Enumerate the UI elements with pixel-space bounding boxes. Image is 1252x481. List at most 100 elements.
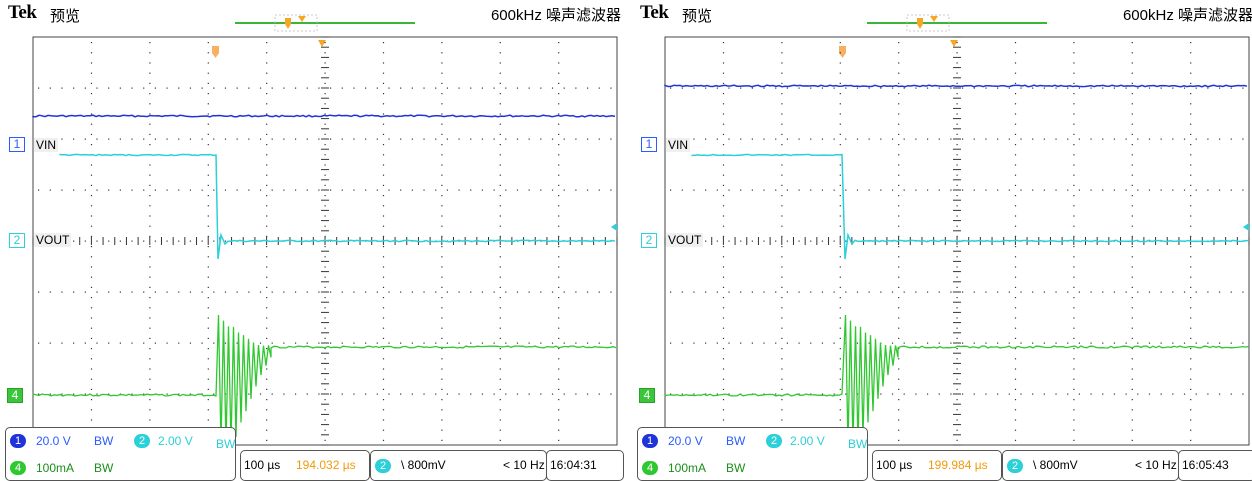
grid-dot	[382, 235, 385, 237]
grid-dot	[1190, 307, 1192, 309]
ch1-name-label: VIN	[666, 138, 691, 152]
grid-dot	[763, 138, 765, 140]
grid-dot	[1131, 256, 1133, 258]
grid-dot	[786, 342, 788, 344]
grid-dot	[271, 342, 273, 344]
grid-dot	[330, 138, 332, 140]
grid-dot	[956, 429, 958, 431]
ch4-scale: 100mA	[36, 461, 75, 475]
grid-dot	[1014, 358, 1017, 360]
grid-dot	[781, 297, 783, 299]
grid-dot	[481, 138, 484, 140]
grid-dot	[705, 138, 707, 140]
grid-dot	[1131, 52, 1133, 54]
grid-dot	[1148, 291, 1151, 293]
grid-dot	[224, 87, 227, 89]
grid-dot	[90, 378, 93, 380]
grid-dot	[49, 342, 51, 344]
grid-dot	[938, 291, 940, 293]
grid-dot	[1073, 337, 1075, 339]
grid-dot	[1131, 276, 1133, 278]
grid-dot	[781, 82, 783, 84]
grid-dot	[154, 189, 156, 191]
grid-dot	[821, 189, 824, 191]
grid-dot	[898, 358, 900, 360]
grid-dot	[722, 72, 725, 74]
vertical-settings-box[interactable]: 1 20.0 V BW 2 2.00 V BW 4 100mA BW	[5, 427, 236, 481]
grid-dot	[499, 164, 501, 166]
grid-dot	[722, 133, 725, 135]
ch1-bw-indicator: BW	[726, 434, 746, 448]
grid-dot	[1190, 276, 1192, 278]
grid-dot	[1014, 103, 1017, 105]
grid-dot	[1014, 286, 1017, 288]
grid-dot	[324, 399, 326, 401]
grid-dot	[950, 393, 952, 395]
grid-dot	[751, 87, 753, 89]
grid-dot	[926, 138, 929, 140]
grid-dot	[1055, 189, 1057, 191]
grid-dot	[722, 286, 725, 288]
grid-dot	[435, 342, 437, 344]
ch2-ground-marker[interactable]: 2	[9, 233, 25, 248]
grid-dot	[722, 399, 725, 401]
grid-dot	[915, 291, 917, 293]
grid-dot	[382, 62, 385, 64]
grid-dot	[143, 291, 145, 293]
grid-dot	[558, 348, 560, 350]
grid-dot	[558, 368, 560, 370]
grid-dot	[1190, 113, 1192, 115]
grid-dot	[528, 138, 530, 140]
grid-dot	[728, 240, 730, 242]
vertical-settings-box[interactable]: 1 20.0 V BW 2 2.00 V BW 4 100mA BW	[637, 427, 868, 481]
grid-dot	[868, 87, 870, 89]
grid-dot	[207, 174, 209, 176]
grid-dot	[1190, 246, 1192, 248]
grid-dot	[388, 138, 390, 140]
grid-dot	[956, 307, 958, 309]
grid-dot	[956, 184, 958, 186]
grid-dot	[96, 189, 98, 191]
grid-dot	[1102, 342, 1104, 344]
grid-dot	[271, 393, 273, 395]
grid-dot	[558, 195, 560, 197]
grid-dot	[266, 174, 268, 176]
ch1-ground-marker[interactable]: 1	[641, 137, 657, 152]
grid-dot	[775, 291, 777, 293]
grid-dot	[880, 189, 882, 191]
waveform-display	[664, 14, 1250, 446]
ch2-trace	[59, 153, 616, 260]
grid-dot	[781, 276, 783, 278]
grid-dot	[1131, 123, 1133, 125]
grid-dot	[1055, 87, 1057, 89]
grid-dot	[382, 164, 385, 166]
grid-dot	[149, 144, 151, 146]
trigger-settings-box[interactable]: 2 \ 800mV < 10 Hz	[1002, 450, 1179, 481]
grid-dot	[149, 215, 151, 217]
ch1-ground-marker[interactable]: 1	[9, 137, 25, 152]
grid-dot	[446, 87, 448, 89]
ch1-scale: 20.0 V	[668, 434, 703, 448]
ch2-ground-marker[interactable]: 2	[641, 233, 657, 248]
grid-dot	[839, 388, 841, 390]
grid-dot	[143, 87, 145, 89]
grid-dot	[324, 409, 326, 411]
grid-dot	[880, 138, 882, 140]
grid-dot	[1137, 138, 1139, 140]
grid-dot	[839, 164, 841, 166]
grid-dot	[670, 291, 672, 293]
horizontal-settings-box[interactable]: 100 µs 194.032 µs	[240, 450, 370, 481]
grid-dot	[1014, 409, 1017, 411]
ch4-ground-marker[interactable]: 4	[639, 388, 655, 403]
grid-dot	[382, 93, 385, 95]
trigger-settings-box[interactable]: 2 \ 800mV < 10 Hz	[370, 450, 547, 481]
ch4-ground-marker[interactable]: 4	[7, 388, 23, 403]
grid-dot	[1090, 138, 1092, 140]
clock-time: 16:04:31	[550, 458, 597, 472]
grid-dot	[1014, 62, 1017, 64]
grid-dot	[266, 409, 268, 411]
grid-dot	[154, 138, 156, 140]
horizontal-settings-box[interactable]: 100 µs 199.984 µs	[872, 450, 1002, 481]
grid-dot	[821, 240, 824, 242]
grid-dot	[1172, 138, 1174, 140]
